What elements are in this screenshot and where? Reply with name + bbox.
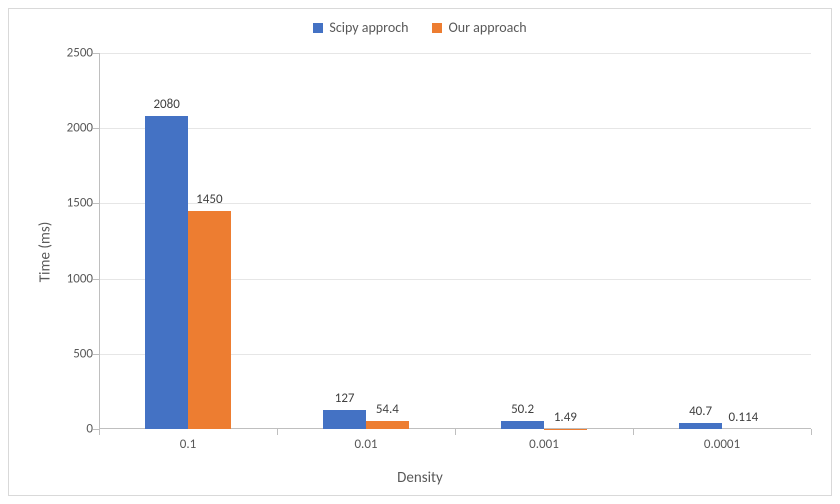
gridline (99, 53, 811, 54)
x-tick-label: 0.1 (180, 437, 196, 452)
bar-value-label: 1.49 (554, 410, 577, 425)
y-axis-line (99, 53, 100, 429)
y-tick-label: 1000 (59, 271, 93, 286)
bar (323, 410, 366, 429)
legend-item: Our approach (432, 19, 526, 36)
bar-value-label: 40.7 (689, 404, 712, 419)
y-axis-title: Time (ms) (36, 222, 54, 283)
y-tick-label: 500 (59, 346, 93, 361)
legend: Scipy approch Our approach (9, 19, 831, 36)
x-tick-label: 0.01 (354, 437, 377, 452)
bar-value-label: 50.2 (511, 402, 534, 417)
y-tick-label: 1500 (59, 196, 93, 211)
bar (145, 116, 188, 429)
bar (679, 423, 722, 429)
x-tick-label: 0.0001 (704, 437, 740, 452)
legend-label: Our approach (448, 19, 526, 36)
bar-value-label: 0.114 (729, 410, 759, 425)
bar-value-label: 2080 (153, 97, 179, 112)
x-tick (99, 429, 100, 435)
plot-area: 0.1208014500.0112754.40.00150.21.490.000… (99, 53, 811, 429)
x-tick (277, 429, 278, 435)
gridline (99, 128, 811, 129)
x-axis-title: Density (9, 469, 831, 487)
bar-value-label: 54.4 (376, 402, 399, 417)
y-tick-label: 2500 (59, 46, 93, 61)
y-tick-label: 2000 (59, 121, 93, 136)
bar (501, 421, 544, 429)
chart-container: Scipy approch Our approach Time (ms) Dens… (8, 8, 832, 496)
bar (188, 211, 231, 429)
x-tick-label: 0.001 (529, 437, 559, 452)
bar-value-label: 1450 (196, 192, 222, 207)
legend-swatch (313, 23, 323, 33)
legend-label: Scipy approch (329, 19, 408, 36)
x-tick (811, 429, 812, 435)
bar-value-label: 127 (335, 391, 355, 406)
bar (366, 421, 409, 429)
y-tick-label: 0 (59, 422, 93, 437)
legend-item: Scipy approch (313, 19, 408, 36)
legend-swatch (432, 23, 442, 33)
x-tick (633, 429, 634, 435)
x-tick (455, 429, 456, 435)
